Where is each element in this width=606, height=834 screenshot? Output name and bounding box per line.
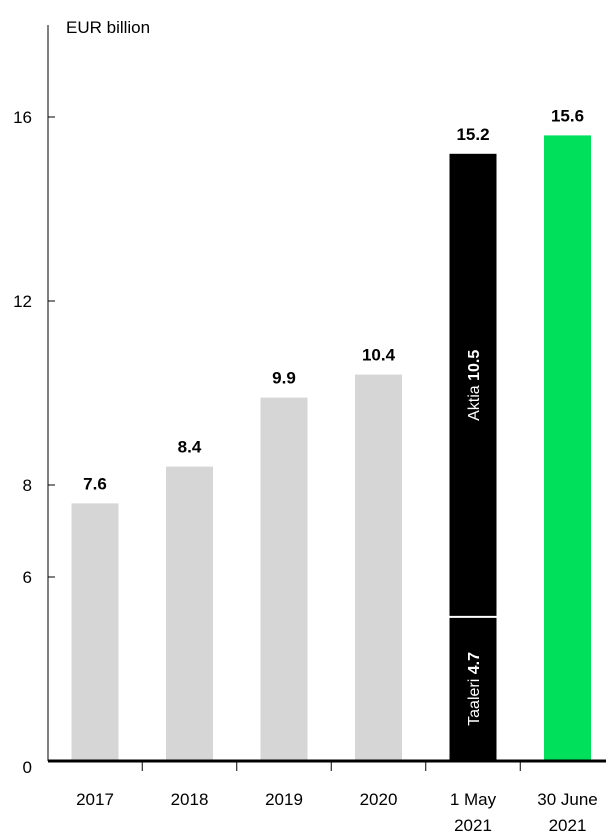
y-tick-label: 0 [23, 758, 32, 777]
x-tick-label: 1 May [450, 790, 497, 809]
x-axis: 2017 2018 2019 2020 1 May 2021 30 June 2021 [48, 759, 606, 834]
bar-value-label: 10.4 [362, 346, 396, 365]
bar-value-label: 7.6 [83, 474, 107, 493]
bar [355, 374, 402, 761]
bar-value-label: 9.9 [272, 369, 296, 388]
segment-value: 10.5 [466, 350, 483, 381]
x-tick-label: 2017 [76, 790, 114, 809]
x-tick-label: 30 June [537, 790, 598, 809]
bars: 7.6 8.4 9.9 10.4 15.2 Taaleri 4.7 Aktia 10.5 15… [71, 106, 591, 762]
bar-value-label: 15.2 [456, 125, 489, 144]
segment-name: Taaleri [466, 674, 483, 726]
segment-value: 4.7 [466, 652, 483, 674]
x-tick-label: 2021 [454, 816, 492, 834]
segment-name: Aktia [466, 381, 483, 421]
bar [71, 503, 119, 761]
y-tick-label: 8 [23, 476, 32, 495]
bar [544, 135, 591, 761]
segment-label: Taaleri 4.7 [466, 652, 483, 726]
y-tick-label: 6 [23, 568, 32, 587]
x-tick-label: 2018 [171, 790, 209, 809]
bar [166, 466, 213, 761]
y-axis: 0 6 8 12 16 [13, 25, 55, 777]
bar [449, 153, 497, 762]
bar-value-label: 8.4 [178, 438, 202, 457]
x-tick-label: 2019 [265, 790, 303, 809]
x-tick-label: 2020 [360, 790, 398, 809]
y-tick-label: 12 [13, 292, 32, 311]
x-tick-label: 2021 [549, 816, 587, 834]
segment-label: Aktia 10.5 [466, 350, 483, 421]
bar [260, 397, 308, 761]
unit-label: EUR billion [66, 18, 150, 37]
bar-value-label: 15.6 [551, 106, 584, 125]
y-tick-label: 16 [13, 108, 32, 127]
